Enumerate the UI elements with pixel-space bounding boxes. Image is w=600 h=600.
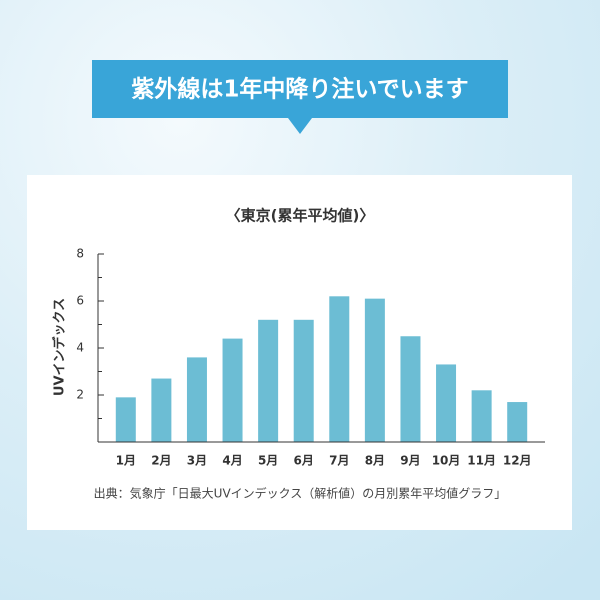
y-tick-label: 6 <box>76 294 84 308</box>
x-tick-label: 8月 <box>365 454 385 468</box>
x-tick-label: 4月 <box>222 454 242 468</box>
x-tick-label: 10月 <box>432 454 461 468</box>
bar <box>400 336 421 442</box>
y-tick-label: 2 <box>76 388 84 402</box>
bar <box>222 338 243 442</box>
banner-pointer <box>288 118 312 134</box>
banner-text: 紫外線は1年中降り注いでいます <box>131 76 468 103</box>
x-tick-label: 2月 <box>151 454 171 468</box>
bar <box>293 319 314 442</box>
x-tick-label: 3月 <box>187 454 207 468</box>
bar <box>329 296 350 442</box>
bar <box>258 319 279 442</box>
x-tick-label: 11月 <box>467 454 496 468</box>
banner-box <box>92 60 508 118</box>
chart-title: 〈東京(累年平均値)〉 <box>226 207 375 225</box>
x-tick-label: 7月 <box>329 454 349 468</box>
x-tick-label: 9月 <box>400 454 420 468</box>
bar <box>115 397 136 442</box>
x-tick-label: 5月 <box>258 454 278 468</box>
bar <box>364 298 385 442</box>
y-tick-label: 8 <box>76 247 84 261</box>
bar <box>471 390 492 442</box>
bar <box>507 402 528 442</box>
bar <box>151 378 172 442</box>
x-tick-label: 12月 <box>503 454 532 468</box>
source-note: 出典：気象庁「日最大UVインデックス（解析値）の月別累年平均値グラフ」 <box>94 486 507 501</box>
y-axis-label: UVインデックス <box>52 298 68 396</box>
bar <box>186 357 207 442</box>
bar <box>436 364 457 442</box>
x-tick-label: 6月 <box>294 454 314 468</box>
x-tick-label: 1月 <box>116 454 136 468</box>
y-tick-label: 4 <box>76 341 84 355</box>
